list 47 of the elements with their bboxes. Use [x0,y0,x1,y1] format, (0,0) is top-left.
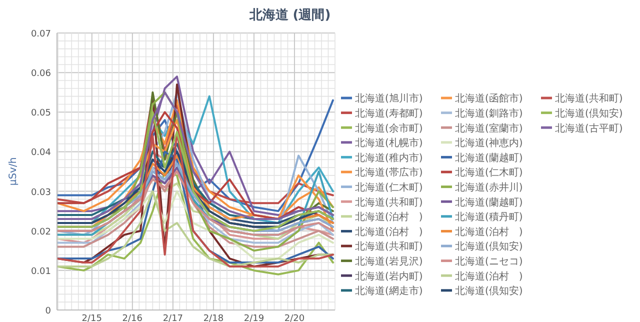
x-tick-label: 2/17 [162,314,184,322]
legend-label: 北海道(余市町) [355,122,423,134]
legend-label: 北海道(泊村 ) [455,270,523,282]
legend-label: 北海道(蘭越町) [455,196,523,208]
y-axis-title: μSv/h [8,157,19,186]
legend-label: 北海道(帯広市) [355,166,423,179]
x-tick-label: 2/20 [284,314,305,322]
legend-label: 北海道(共和町) [555,92,623,105]
legend-label: 北海道(仁木町) [455,166,523,179]
legend-label: 北海道(札幌市) [355,137,423,150]
y-tick-label: 0.06 [30,69,52,80]
legend-label: 北海道(ニセコ) [455,256,523,268]
legend-label: 北海道(倶知安) [455,240,523,253]
legend-label: 北海道(寿都町) [355,108,423,120]
legend-label: 北海道(釧路市) [455,108,523,120]
legend-label: 北海道(倶知安) [555,108,623,120]
legend-label: 北海道(泊村 ) [355,211,423,224]
y-tick-label: 0 [45,306,52,316]
legend-label: 北海道(赤井川) [455,182,523,194]
y-tick-label: 0.03 [30,188,51,198]
chart-title: 北海道 (週間) [248,8,331,23]
legend-label: 北海道(泊村 ) [455,226,523,238]
x-tick-label: 2/19 [244,314,264,322]
x-tick-label: 2/15 [82,314,102,322]
legend-label: 北海道(稚内市) [355,152,423,164]
legend-label: 北海道(網走市) [355,285,423,298]
y-tick-label: 0.07 [30,30,51,40]
legend-label: 北海道(蘭越町) [455,152,523,164]
legend-label: 北海道(倶知安) [455,285,523,298]
x-tick-label: 2/16 [122,314,143,322]
legend-label: 北海道(岩内町) [355,270,423,282]
legend-label: 北海道(仁木町) [355,182,423,194]
y-tick-label: 0.05 [30,108,51,119]
legend-label: 北海道(共和町) [355,196,423,208]
legend-label: 北海道(岩見沢) [355,256,423,268]
legend-label: 北海道(旭川市) [355,92,423,105]
legend-label: 北海道(古平町) [555,122,623,134]
x-tick-label: 2/18 [203,314,224,322]
y-tick-label: 0.04 [30,148,52,158]
legend-label: 北海道(積丹町) [455,211,523,224]
legend-label: 北海道(函館市) [455,92,523,105]
legend-label: 北海道(神恵内) [455,137,523,150]
legend-label: 北海道(室蘭市) [455,122,523,134]
legend-label: 北海道(泊村 ) [355,226,423,238]
y-tick-label: 0.01 [30,266,51,277]
y-tick-label: 0.02 [30,227,51,238]
legend-label: 北海道(共和町) [355,240,423,253]
